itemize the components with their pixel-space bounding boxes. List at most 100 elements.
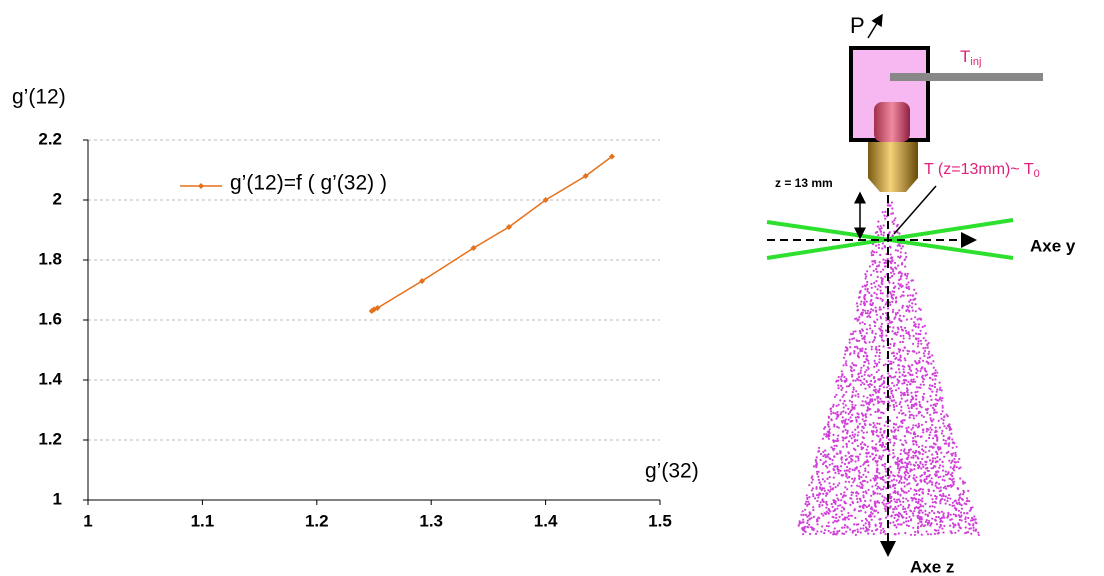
droplet bbox=[865, 380, 868, 383]
droplet bbox=[931, 501, 935, 504]
droplet bbox=[926, 523, 929, 526]
droplet bbox=[874, 426, 878, 429]
droplet bbox=[904, 452, 907, 455]
droplet bbox=[909, 463, 912, 466]
droplet bbox=[905, 520, 908, 523]
droplet bbox=[895, 507, 898, 510]
droplet bbox=[867, 383, 870, 387]
droplet bbox=[919, 308, 922, 311]
droplet bbox=[919, 435, 922, 438]
droplet bbox=[874, 390, 877, 393]
droplet bbox=[934, 434, 937, 437]
droplet bbox=[849, 528, 852, 531]
droplet bbox=[812, 465, 816, 468]
droplet bbox=[854, 516, 857, 520]
droplet bbox=[923, 367, 926, 370]
droplet bbox=[851, 337, 854, 341]
droplet bbox=[865, 475, 868, 478]
droplet bbox=[825, 433, 828, 436]
droplet bbox=[864, 413, 867, 416]
droplet bbox=[905, 478, 909, 481]
droplet bbox=[908, 300, 911, 303]
droplet bbox=[924, 374, 927, 377]
droplet bbox=[843, 425, 846, 428]
droplet bbox=[892, 435, 895, 438]
droplet bbox=[842, 445, 845, 448]
droplet bbox=[879, 431, 882, 434]
droplet bbox=[878, 492, 882, 495]
droplet bbox=[811, 526, 814, 529]
droplet bbox=[854, 404, 857, 407]
droplet bbox=[897, 358, 900, 361]
droplet bbox=[924, 513, 927, 516]
droplet bbox=[844, 494, 847, 497]
droplet bbox=[891, 382, 894, 385]
droplet bbox=[876, 464, 879, 467]
droplet bbox=[949, 477, 952, 480]
droplet bbox=[869, 394, 872, 397]
droplet bbox=[804, 530, 807, 534]
droplet bbox=[882, 306, 885, 309]
droplet bbox=[827, 425, 830, 428]
droplet bbox=[801, 510, 804, 513]
droplet bbox=[969, 519, 973, 522]
droplet bbox=[846, 422, 849, 425]
droplet bbox=[861, 441, 864, 444]
droplet bbox=[899, 354, 902, 357]
droplet bbox=[898, 425, 901, 428]
droplet bbox=[837, 472, 840, 475]
droplet bbox=[881, 329, 884, 332]
droplet bbox=[916, 506, 920, 510]
droplet bbox=[887, 372, 890, 375]
droplet bbox=[933, 511, 936, 515]
droplet bbox=[901, 306, 904, 309]
droplet bbox=[915, 362, 919, 365]
droplet bbox=[897, 471, 901, 474]
y-tick-label: 1.8 bbox=[38, 249, 62, 268]
droplet bbox=[904, 326, 907, 329]
droplet bbox=[899, 356, 902, 359]
droplet bbox=[881, 441, 884, 444]
droplet bbox=[917, 325, 920, 328]
droplet bbox=[931, 457, 935, 460]
droplet bbox=[907, 331, 910, 334]
droplet bbox=[807, 514, 811, 517]
droplet bbox=[847, 412, 850, 416]
droplet bbox=[958, 515, 961, 518]
y-tick-label: 1 bbox=[53, 489, 62, 508]
droplet bbox=[872, 253, 875, 257]
droplet bbox=[847, 440, 851, 443]
droplet bbox=[890, 275, 894, 278]
droplet bbox=[908, 482, 911, 485]
droplet bbox=[851, 434, 854, 437]
droplet bbox=[895, 519, 898, 523]
droplet bbox=[848, 480, 851, 483]
y-axis-title: g’(12) bbox=[12, 86, 66, 109]
droplet bbox=[902, 337, 905, 340]
droplet bbox=[890, 352, 894, 355]
droplet bbox=[905, 452, 909, 455]
droplet bbox=[898, 371, 901, 374]
droplet bbox=[915, 367, 918, 371]
droplet bbox=[836, 507, 839, 510]
droplet bbox=[868, 515, 871, 518]
droplet bbox=[899, 512, 902, 516]
droplet bbox=[913, 464, 916, 467]
droplet bbox=[868, 504, 871, 507]
droplet bbox=[949, 524, 952, 527]
droplet bbox=[944, 485, 947, 488]
droplet bbox=[906, 404, 910, 407]
droplet bbox=[930, 362, 933, 365]
droplet bbox=[871, 303, 874, 306]
droplet bbox=[974, 518, 977, 521]
droplet bbox=[852, 481, 855, 484]
droplet bbox=[918, 511, 921, 515]
droplet bbox=[909, 432, 912, 435]
droplet bbox=[934, 482, 937, 485]
droplet bbox=[936, 388, 939, 391]
droplet bbox=[834, 533, 837, 536]
droplet bbox=[908, 304, 911, 307]
droplet bbox=[808, 502, 811, 506]
droplet bbox=[923, 354, 926, 358]
droplet bbox=[859, 371, 862, 374]
